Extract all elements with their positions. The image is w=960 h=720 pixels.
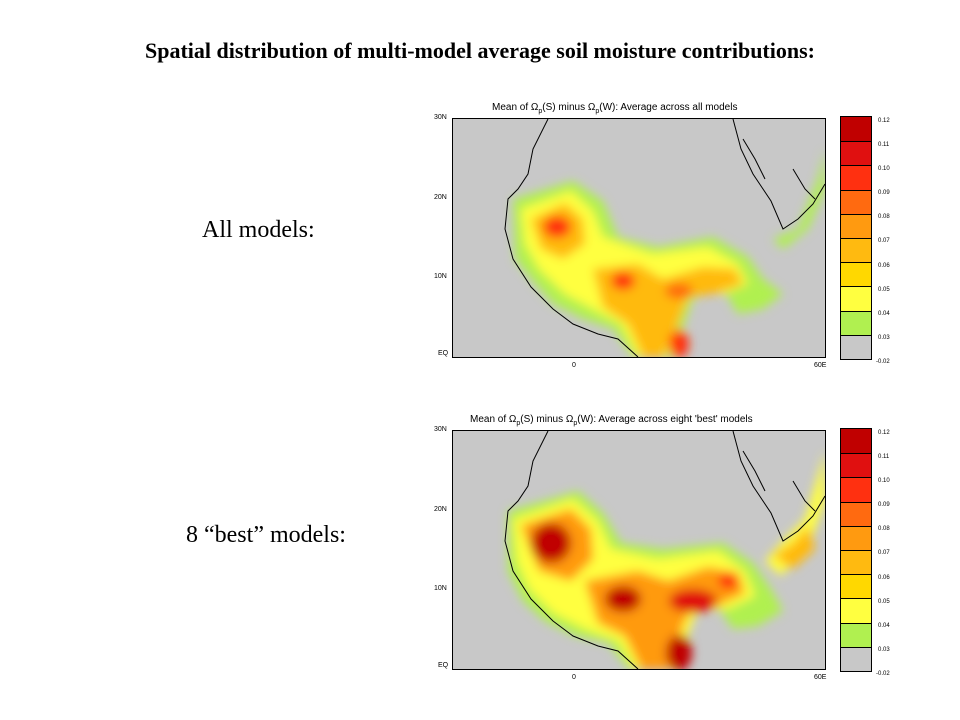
colorbar-cell [841,477,871,502]
colorbar-label: 0.12 [878,430,890,436]
colorbar-label: 0.09 [878,502,890,508]
colorbar-cell [841,453,871,478]
colorbar-cell [841,262,871,287]
colorbar-cell [841,622,871,647]
colorbar-label: 0.03 [878,647,890,653]
colorbar-cell [841,501,871,526]
colorbar-label: -0.02 [876,671,890,677]
title-suffix: (W): Average across eight 'best' models [577,414,753,425]
title-suffix: (W): Average across all models [599,102,738,113]
colorbar-cell [841,525,871,550]
colorbar-label: 0.10 [878,166,890,172]
title-prefix: Mean of Ω [492,102,539,113]
colorbar-cell [841,646,871,671]
colorbar-label: 0.12 [878,118,890,124]
colorbar-label: 0.04 [878,311,890,317]
lon-tick-60e: 60E [814,674,827,681]
lon-tick-60e: 60E [814,362,827,369]
lat-tick-20n: 20N [434,506,447,513]
colorbar-cell [841,429,871,454]
row-label-all-models: All models: [202,217,315,243]
colorbar-label: 0.08 [878,526,890,532]
lat-tick-eq: EQ [438,350,449,357]
lat-tick-10n: 10N [434,273,447,280]
title-subscript: p [538,108,543,115]
colorbar-label: 0.05 [878,599,890,605]
colorbar-cell [841,141,871,166]
map-frame [452,118,826,358]
colorbar-label: 0.06 [878,575,890,581]
colorbar-label: 0.11 [878,142,890,148]
colorbar-cell [841,550,871,575]
lon-tick-0: 0 [572,362,576,369]
lat-tick-30n: 30N [434,426,447,433]
colorbar-cell [841,598,871,623]
colorbar-label: 0.05 [878,287,890,293]
colorbar-cell [841,213,871,238]
colorbar-cell [841,165,871,190]
title-subscript: p [573,420,578,427]
colorbar-cell [841,310,871,335]
title-subscript: p [516,420,521,427]
slide-title: Spatial distribution of multi-model aver… [145,38,815,63]
colorbar-cell [841,189,871,214]
lat-tick-20n: 20N [434,194,447,201]
colorbar-cell [841,334,871,359]
colorbar-cell [841,286,871,311]
lon-tick-0: 0 [572,674,576,681]
lat-tick-30n: 30N [434,114,447,121]
title-prefix: Mean of Ω [470,414,517,425]
title-middle: (S) minus Ω [520,414,574,425]
soil-moisture-map [504,119,825,357]
lat-tick-eq: EQ [438,662,449,669]
colorbar-cell [841,117,871,142]
colorbar-label: 0.03 [878,335,890,341]
colorbar-label: 0.09 [878,190,890,196]
lat-tick-10n: 10N [434,585,447,592]
colorbar-cell [841,238,871,263]
colorbar-label: 0.08 [878,214,890,220]
colorbar [840,116,872,360]
row-label-best-models: 8 “best” models: [186,522,346,548]
soil-moisture-map [504,431,825,669]
colorbar-label: 0.07 [878,238,890,244]
colorbar [840,428,872,672]
colorbar-label: 0.04 [878,623,890,629]
figure-title: Mean of Ωp(S) minus Ωp(W): Average acros… [470,414,753,427]
colorbar-cell [841,574,871,599]
title-subscript: p [595,108,600,115]
colorbar-label: 0.11 [878,454,890,460]
figure-best-models: Mean of Ωp(S) minus Ωp(W): Average acros… [420,412,900,692]
colorbar-label: 0.07 [878,550,890,556]
title-middle: (S) minus Ω [542,102,596,113]
figure-all-models: Mean of Ωp(S) minus Ωp(W): Average acros… [420,100,900,380]
colorbar-label: 0.06 [878,263,890,269]
colorbar-label: 0.10 [878,478,890,484]
colorbar-label: -0.02 [876,359,890,365]
figure-title: Mean of Ωp(S) minus Ωp(W): Average acros… [492,102,737,115]
map-frame [452,430,826,670]
